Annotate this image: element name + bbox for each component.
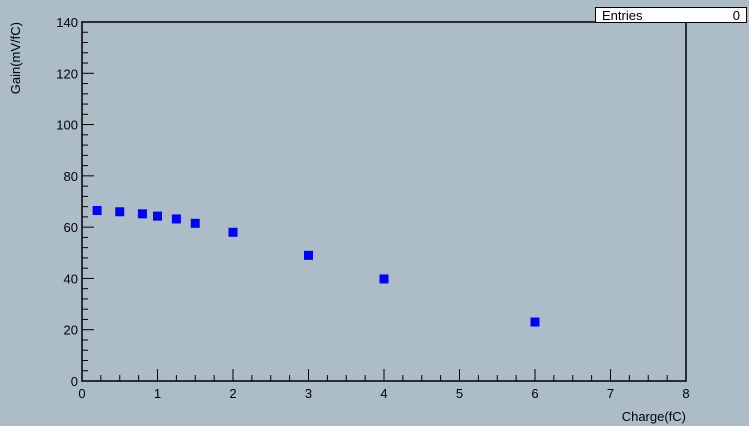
data-point [190,218,200,228]
data-point [228,227,238,237]
y-tick-label: 100 [56,118,78,133]
x-tick-label: 4 [380,386,387,401]
y-tick-label: 120 [56,66,78,81]
data-point [379,274,389,284]
plot-frame [81,21,687,382]
data-point [153,211,162,221]
x-tick-label: 5 [456,386,463,401]
y-tick-label: 80 [64,169,78,184]
axes [81,21,687,382]
y-axis-label: Gain(mV/fC) [8,22,23,94]
data-point [92,205,102,215]
data-point [137,209,147,219]
y-tick-label: 40 [64,271,78,286]
y-tick-label: 140 [56,15,78,30]
x-axis-label: Charge(fC) [622,409,686,424]
x-tick-label: 7 [607,386,614,401]
stats-label: Entries [602,8,643,23]
x-tick-label: 1 [154,386,161,401]
y-tick-label: 20 [64,323,78,338]
data-point [530,317,540,327]
x-tick-label: 0 [78,386,85,401]
x-tick-label: 6 [531,386,538,401]
data-point [115,207,125,217]
data-point [304,250,313,260]
x-tick-label: 3 [305,386,312,401]
stats-box: Entries 0 [595,7,747,23]
y-tick-label: 60 [64,220,78,235]
stats-value: 0 [732,8,740,23]
x-tick-label: 8 [682,386,689,401]
x-tick-label: 2 [229,386,236,401]
y-tick-label: 0 [71,374,78,389]
data-points [92,205,540,327]
data-point [171,214,181,224]
